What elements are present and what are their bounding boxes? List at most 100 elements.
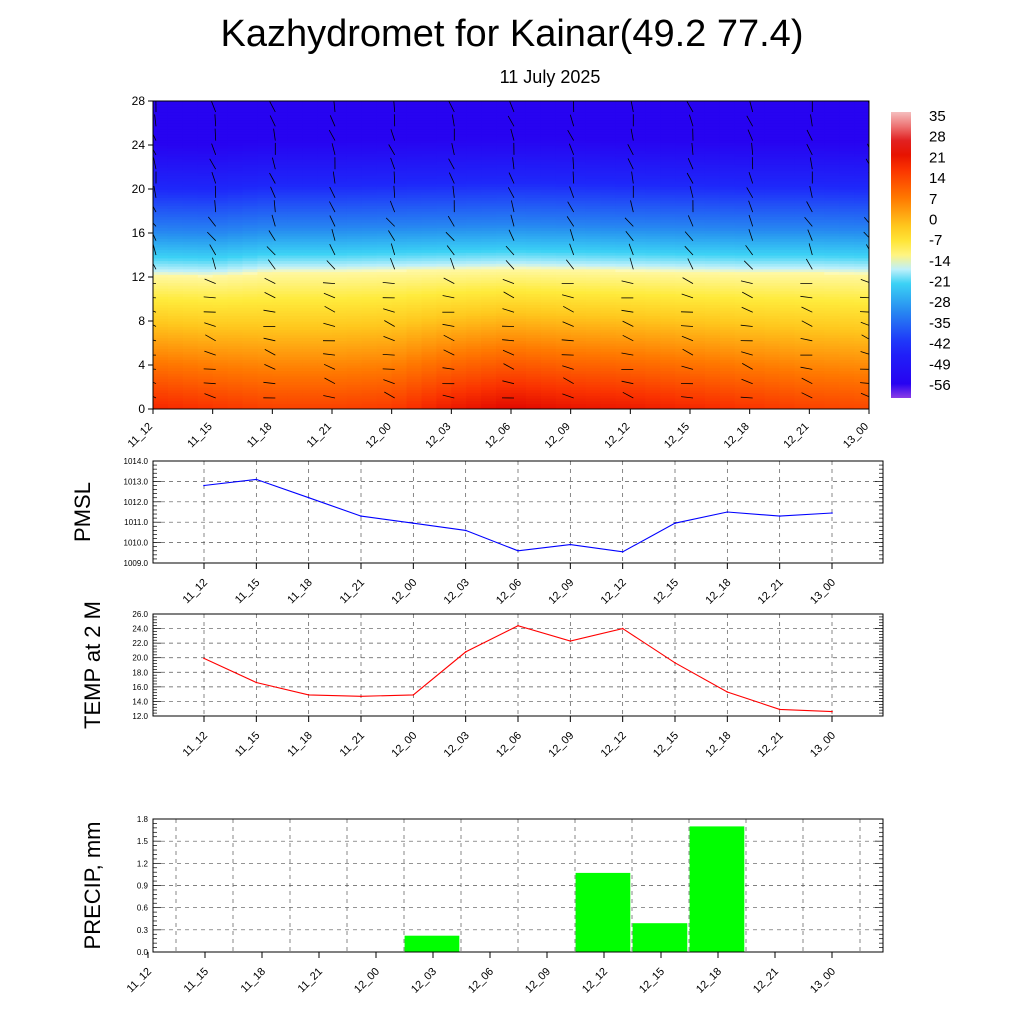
heatmap-cell [451,252,467,256]
heatmap-cell [287,180,303,185]
heatmap-cell [391,271,408,275]
heatmap-cell [466,332,482,336]
heatmap-cell [421,205,438,209]
heatmap-cell [630,233,646,237]
heatmap-cell [436,230,452,234]
heatmap-cell [182,123,199,127]
heatmap-cell [600,233,617,237]
heatmap-cell [525,158,542,163]
heatmap-cell [391,142,408,146]
heatmap-cell [525,359,542,363]
heatmap-cell [302,398,318,402]
heatmap-cell [167,296,184,300]
heatmap-cell [451,384,467,388]
heatmap-cell [585,315,602,319]
heatmap-cell [496,334,512,339]
heatmap-cell [257,282,273,286]
heatmap-cell [600,367,617,372]
heatmap-cell [525,156,542,160]
heatmap-cell [391,244,408,248]
heatmap-cell [734,307,751,311]
heatmap-cell [690,389,706,394]
heatmap-cell [511,260,527,264]
heatmap-cell [540,337,557,341]
heatmap-cell [660,142,676,146]
heatmap-cell [421,216,438,220]
heatmap-cell [451,274,467,278]
heatmap-cell [600,213,617,218]
heatmap-cell [481,332,497,336]
heatmap-cell [167,224,184,229]
heatmap-cell [764,123,781,127]
heatmap-cell [749,205,766,209]
heatmap-cell [332,299,348,303]
heatmap-cell [451,222,467,226]
heatmap-cell [302,205,318,209]
heatmap-cell [391,398,408,402]
heatmap-cell [287,362,303,366]
heatmap-cell [361,183,378,187]
heatmap-cell [481,147,497,152]
heatmap-cell [212,290,229,295]
heatmap-cell [600,326,617,330]
heatmap-cell [212,345,229,350]
heatmap-cell [704,392,721,396]
heatmap-cell [630,403,646,407]
heatmap-cell [764,387,781,391]
heatmap-cell [660,406,676,409]
heatmap-cell [197,109,214,113]
heatmap-cell [376,343,393,347]
heatmap-cell [600,101,617,105]
heatmap-cell [302,114,318,119]
heatmap-cell [779,117,796,121]
heatmap-cell [481,326,497,330]
heatmap-cell [660,378,676,383]
heatmap-cell [525,114,542,119]
heatmap-cell [645,387,661,391]
heatmap-cell [212,134,229,138]
heatmap-cell [555,395,572,399]
heatmap-cell [585,365,602,369]
heatmap-cell [585,384,602,388]
heatmap-cell [153,296,169,300]
heatmap-cell [421,249,438,253]
heatmap-cell [645,189,661,193]
heatmap-cell [660,332,676,336]
heatmap-cell [212,376,229,380]
heatmap-cell [451,345,467,350]
heatmap-cell [809,301,825,306]
heatmap-cell [376,158,393,163]
heatmap-cell [585,304,602,308]
heatmap-cell [749,277,766,281]
heatmap-cell [242,123,259,127]
heatmap-cell [794,112,810,116]
heatmap-cell [182,180,199,185]
heatmap-cell [675,370,691,374]
heatmap-cell [227,345,244,350]
heatmap-cell [391,213,408,218]
heatmap-cell [406,114,423,119]
heatmap-cell [421,277,438,281]
heatmap-cell [704,101,721,105]
heatmap-cell [317,103,333,108]
heatmap-cell [496,246,512,251]
heatmap-cell [525,315,542,319]
heatmap-cell [809,384,825,388]
heatmap-cell [764,376,781,380]
heatmap-cell [332,255,348,259]
heatmap-cell [197,139,214,143]
heatmap-cell [630,378,646,383]
heatmap-cell [704,202,721,207]
heatmap-cell [555,301,572,306]
heatmap-cell [302,224,318,229]
heatmap-cell [302,169,318,174]
heatmap-cell [555,271,572,275]
heatmap-cell [406,398,423,402]
heatmap-cell [376,136,393,141]
heatmap-cell [496,120,512,124]
heatmap-cell [197,117,214,121]
heatmap-cell [719,279,736,284]
heatmap-cell [690,395,706,399]
heatmap-cell [287,150,303,154]
heatmap-cell [167,249,184,253]
